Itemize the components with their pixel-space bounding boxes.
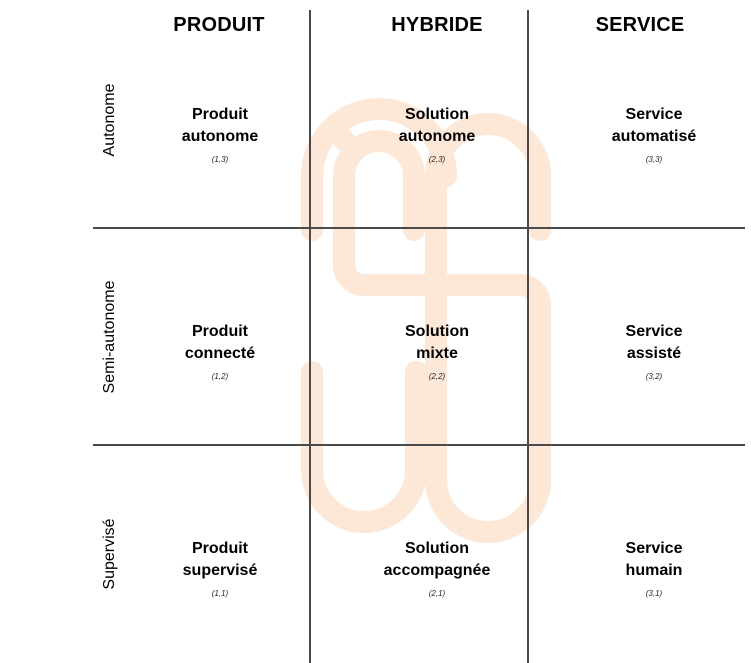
row-header-autonome: Autonome [101, 83, 118, 157]
cell-title-line1: Produit [192, 540, 248, 557]
horizontal-divider-2 [93, 444, 745, 446]
row-header-supervise: Supervisé [101, 518, 118, 590]
cell-title-line2: supervisé [182, 562, 258, 579]
cell-coordinate: (1,2) [211, 372, 229, 381]
cell-title-line1: Produit [192, 323, 248, 340]
cell-title-line2: mixte [416, 345, 458, 362]
vertical-divider-1 [309, 10, 311, 663]
cell-title-line1: Service [625, 540, 683, 557]
horizontal-divider-1 [93, 227, 745, 229]
cell-coordinate: (1,1) [211, 589, 229, 598]
cell-solution-autonome: Solution autonome (2,3) [337, 104, 537, 164]
cell-produit-autonome: Produit autonome (1,3) [120, 104, 320, 164]
cell-title-line1: Solution [405, 540, 469, 557]
cell-title-line1: Solution [405, 323, 469, 340]
cell-solution-accompagnee: Solution accompagnée (2,1) [337, 538, 537, 598]
cell-title-line2: accompagnée [383, 562, 491, 579]
cell-title-line2: autonome [398, 128, 476, 145]
cell-title-line2: connecté [184, 345, 256, 362]
cell-produit-connecte: Produit connecté (1,2) [120, 321, 320, 381]
cell-title-line1: Service [625, 323, 683, 340]
cell-title-line1: Solution [405, 106, 469, 123]
cell-title-line1: Produit [192, 106, 248, 123]
cell-coordinate: (2,3) [428, 155, 446, 164]
column-header-service: SERVICE [595, 14, 685, 36]
column-header-hybride: HYBRIDE [391, 14, 483, 36]
cell-title-line1: Service [625, 106, 683, 123]
cell-service-assiste: Service assisté (3,2) [554, 321, 751, 381]
cell-coordinate: (1,3) [211, 155, 229, 164]
column-header-produit: PRODUIT [173, 14, 265, 36]
cell-coordinate: (3,3) [645, 155, 663, 164]
vertical-divider-2 [527, 10, 529, 663]
cell-coordinate: (2,1) [428, 589, 446, 598]
cell-coordinate: (3,2) [645, 372, 663, 381]
row-header-semi-autonome: Semi-autonome [101, 280, 118, 394]
cell-title-line2: assisté [626, 345, 682, 362]
cell-title-line2: humain [625, 562, 683, 579]
cell-solution-mixte: Solution mixte (2,2) [337, 321, 537, 381]
cell-title-line2: autonome [181, 128, 259, 145]
cell-coordinate: (2,2) [428, 372, 446, 381]
cell-service-humain: Service humain (3,1) [554, 538, 751, 598]
cell-service-automatise: Service automatisé (3,3) [554, 104, 751, 164]
cell-title-line2: automatisé [611, 128, 697, 145]
cell-produit-supervise: Produit supervisé (1,1) [120, 538, 320, 598]
cell-coordinate: (3,1) [645, 589, 663, 598]
